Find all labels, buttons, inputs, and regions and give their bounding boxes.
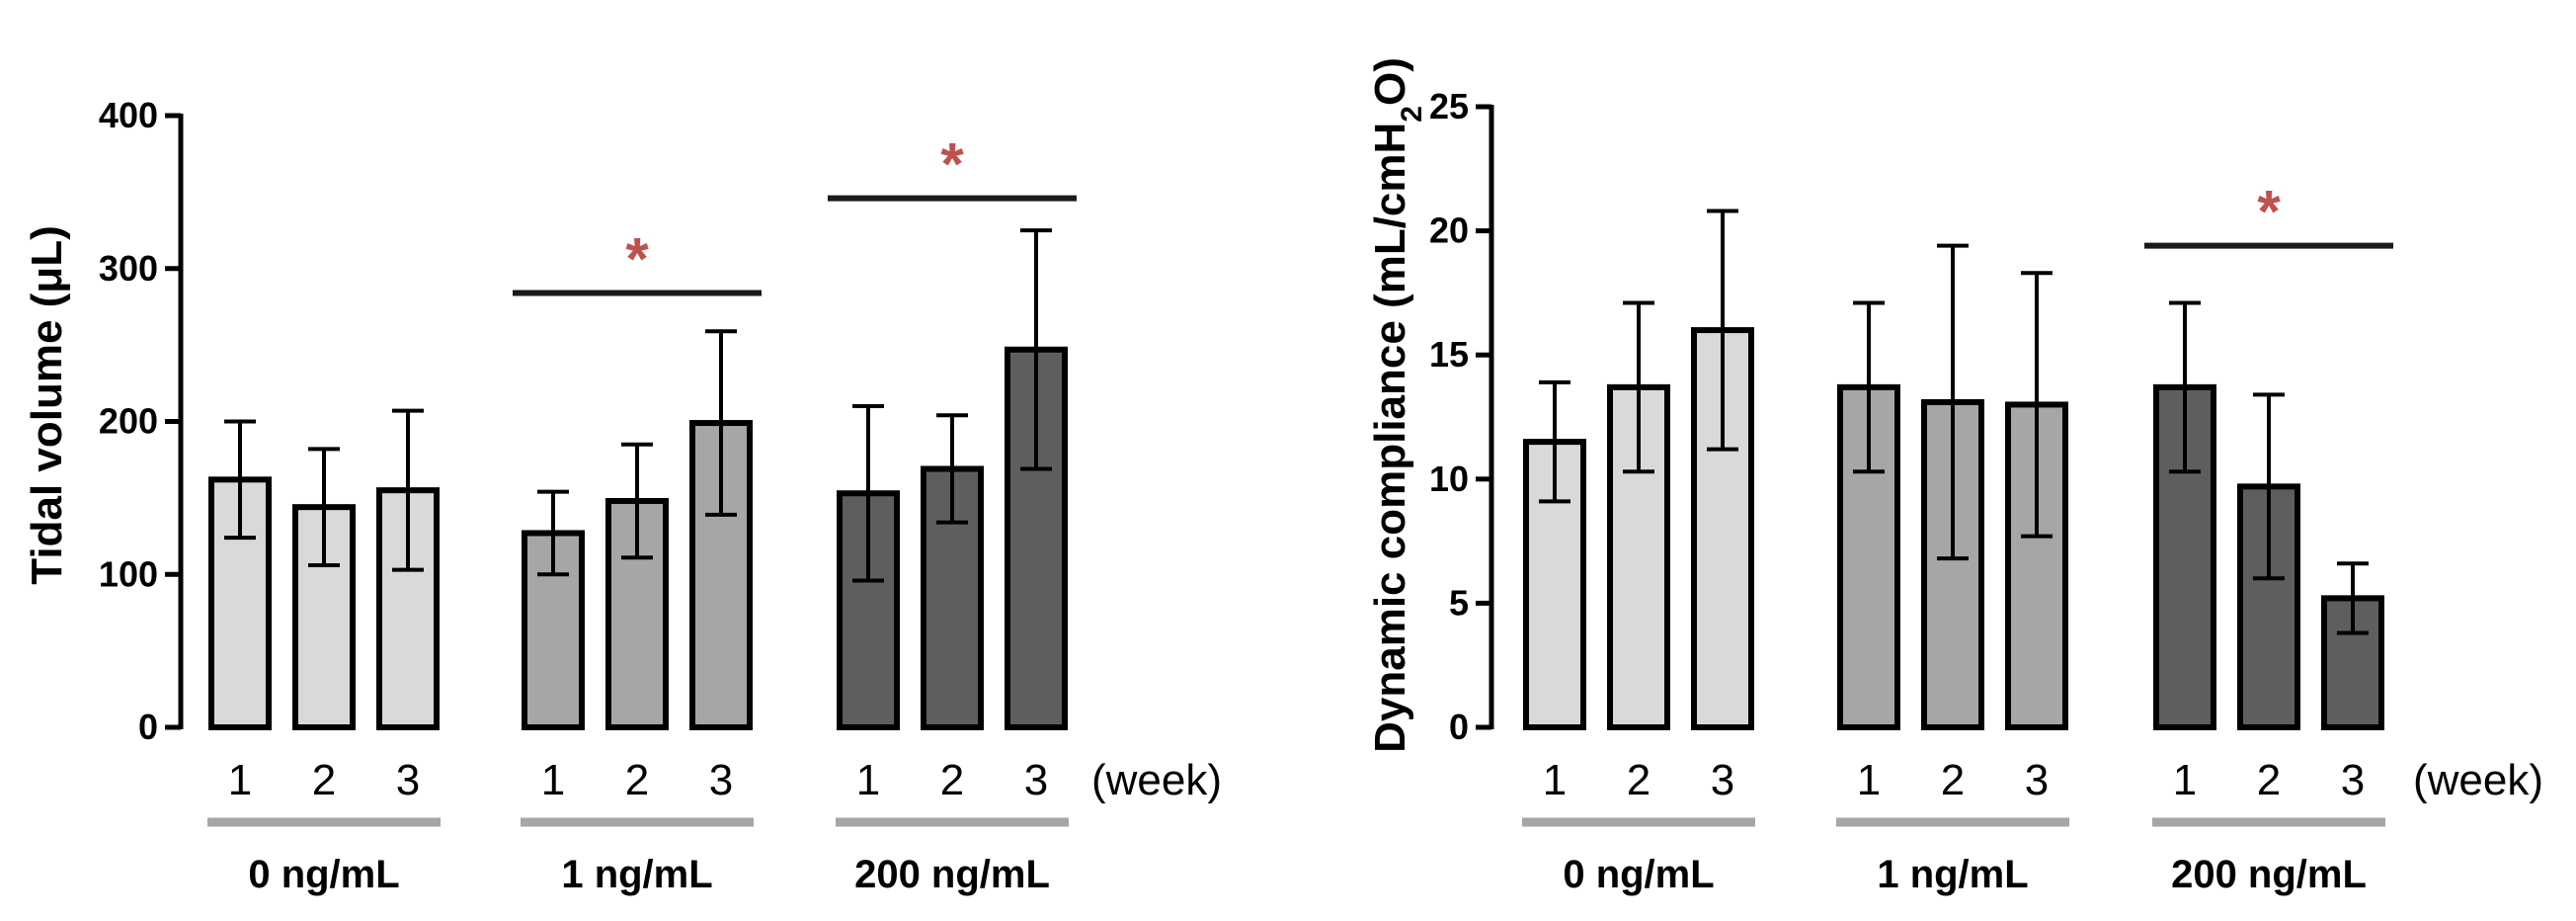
y-tick-label: 100 <box>99 553 158 594</box>
x-tick-label: 2 <box>625 756 649 804</box>
x-tick-label: 2 <box>1941 756 1965 804</box>
x-tick-label: 3 <box>396 756 420 804</box>
x-tick-label: 3 <box>2341 756 2365 804</box>
group-label: 200 ng/mL <box>854 853 1050 896</box>
significance-marker: * <box>2257 179 2281 245</box>
x-tick-label: 2 <box>2257 756 2281 804</box>
y-tick-label: 20 <box>1429 210 1469 251</box>
bar <box>376 487 440 731</box>
x-unit-label: (week) <box>1091 756 1222 804</box>
y-axis-label: Tidal volume (μL) <box>23 225 71 584</box>
y-tick-label: 400 <box>99 95 158 135</box>
x-tick-label: 3 <box>2025 756 2049 804</box>
y-tick-label: 25 <box>1429 86 1469 126</box>
y-axis-label: Dynamic compliance (mL/cmH2O) <box>1366 57 1428 753</box>
y-axis-label-main: Dynamic compliance (mL/cmH <box>1366 123 1414 753</box>
dynamic-compliance-chart: Dynamic compliance (mL/cmH2O) 0510152025… <box>1366 57 2543 896</box>
group-label: 0 ng/mL <box>1563 853 1714 896</box>
x-tick-label: 3 <box>709 756 733 804</box>
x-tick-label: 2 <box>940 756 964 804</box>
x-tick-label: 1 <box>228 756 252 804</box>
y-axis-label-subscript: 2 <box>1396 106 1428 123</box>
x-unit-label: (week) <box>2413 756 2543 804</box>
bar <box>2005 401 2068 730</box>
group-label: 0 ng/mL <box>248 853 399 896</box>
y-tick-label: 0 <box>1449 707 1469 747</box>
x-tick-label: 1 <box>856 756 880 804</box>
group-label: 1 ng/mL <box>561 853 712 896</box>
x-tick-label: 3 <box>1024 756 1048 804</box>
y-tick-label: 300 <box>99 248 158 289</box>
x-tick-label: 2 <box>312 756 336 804</box>
y-tick-label: 0 <box>138 707 158 747</box>
y-axis-label-end: O) <box>1366 57 1414 106</box>
x-tick-label: 2 <box>1627 756 1650 804</box>
group-label: 1 ng/mL <box>1877 853 2028 896</box>
significance-marker: * <box>625 226 649 293</box>
y-tick-label: 15 <box>1429 334 1469 375</box>
y-tick-label: 10 <box>1429 459 1469 499</box>
x-tick-label: 3 <box>1711 756 1734 804</box>
x-tick-label: 1 <box>1857 756 1881 804</box>
x-tick-label: 1 <box>2173 756 2197 804</box>
tidal-volume-chart: Tidal volume (μL) 0 100 200 300 400 1 2 3 0 ng/m… <box>23 95 1222 896</box>
group-label: 200 ng/mL <box>2171 853 2367 896</box>
significance-marker: * <box>940 131 964 198</box>
x-tick-label: 1 <box>541 756 565 804</box>
x-tick-label: 1 <box>1543 756 1567 804</box>
y-tick-label: 200 <box>99 401 158 442</box>
y-tick-label: 5 <box>1449 582 1469 623</box>
